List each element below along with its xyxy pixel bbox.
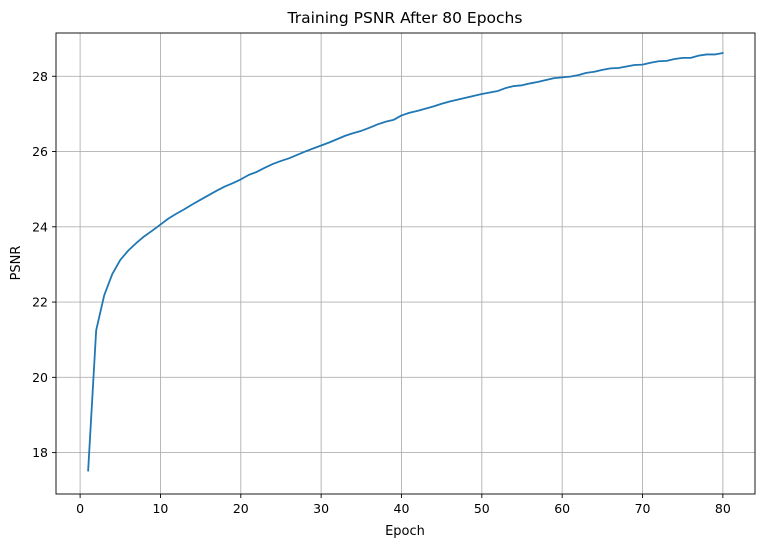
y-tick-label: 20 [32,370,48,385]
grid-lines [56,33,755,494]
x-tick-label: 30 [313,501,329,516]
y-tick-label: 26 [32,144,48,159]
x-axis-label: Epoch [385,524,425,539]
x-tick-label: 10 [152,501,168,516]
y-tick-label: 24 [32,219,48,234]
y-axis-label: PSNR [9,246,24,281]
x-tick-label: 20 [233,501,249,516]
axis-ticks: 0 10 20 30 40 50 60 70 80 18 20 22 24 26 28 [32,69,731,516]
y-tick-label: 28 [32,69,48,84]
x-tick-label: 50 [474,501,490,516]
y-tick-label: 22 [32,295,48,310]
x-tick-label: 0 [76,501,84,516]
series-layer [87,52,724,472]
x-tick-label: 60 [554,501,570,516]
chart-title: Training PSNR After 80 Epochs [287,9,523,27]
series-line [87,52,724,472]
x-tick-label: 80 [715,501,731,516]
x-tick-label: 70 [635,501,651,516]
x-tick-label: 40 [394,501,410,516]
plot-frame [55,32,756,495]
y-tick-label: 18 [32,445,48,460]
